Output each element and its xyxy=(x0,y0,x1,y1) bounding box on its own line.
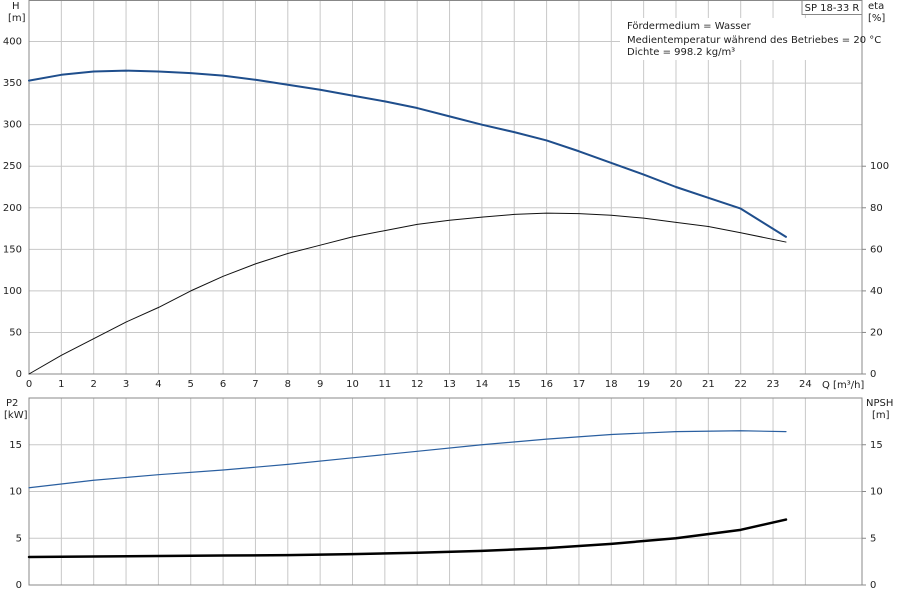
y-label: H xyxy=(12,1,20,12)
y-tick-label: 0 xyxy=(16,369,22,380)
model-title: SP 18-33 R xyxy=(805,3,860,14)
y-tick-label: 10 xyxy=(9,487,22,498)
y2-tick-label: 5 xyxy=(870,533,876,544)
x-tick-label: 3 xyxy=(123,379,129,390)
y-tick-label: 150 xyxy=(3,244,22,255)
y2-tick-label: 60 xyxy=(870,244,883,255)
y2-tick-label: 80 xyxy=(870,203,883,214)
x-tick-label: 9 xyxy=(317,379,323,390)
y2-tick-label: 10 xyxy=(870,487,883,498)
x-tick-label: 19 xyxy=(637,379,650,390)
y-tick-label: 100 xyxy=(3,286,22,297)
x-tick-label: 0 xyxy=(26,379,32,390)
y2-tick-label: 100 xyxy=(870,161,889,172)
top-plot-frame xyxy=(28,0,863,375)
x-tick-label: 10 xyxy=(346,379,359,390)
y-tick-label: 50 xyxy=(9,327,22,338)
x-tick-label: 22 xyxy=(734,379,747,390)
x-tick-label: 6 xyxy=(220,379,226,390)
x-tick-label: 24 xyxy=(799,379,812,390)
note: Dichte = 998.2 kg/m³ xyxy=(627,47,735,58)
y-label: P2 xyxy=(6,398,18,409)
x-tick-label: 14 xyxy=(476,379,489,390)
x-tick-label: 1 xyxy=(58,379,64,390)
y-tick-label: 250 xyxy=(3,161,22,172)
y-tick-label: 350 xyxy=(3,78,22,89)
x-tick-label: 4 xyxy=(155,379,161,390)
x-tick-label: 20 xyxy=(670,379,683,390)
x-tick-label: 23 xyxy=(767,379,780,390)
y2-tick-label: 0 xyxy=(870,580,876,591)
y2-unit: [m] xyxy=(872,410,890,421)
y-tick-label: 300 xyxy=(3,120,22,131)
y-tick-label: 5 xyxy=(16,533,22,544)
x-tick-label: 18 xyxy=(605,379,618,390)
y-tick-label: 15 xyxy=(9,440,22,451)
y2-tick-label: 15 xyxy=(870,440,883,451)
curve-npsh xyxy=(27,518,788,559)
note: Fördermedium = Wasser xyxy=(627,21,752,32)
curve-eta xyxy=(28,212,787,375)
y2-unit: [%] xyxy=(868,13,885,24)
y2-label: NPSH xyxy=(866,398,893,409)
curve-h xyxy=(28,69,787,238)
x-tick-label: 8 xyxy=(285,379,291,390)
y2-tick-label: 0 xyxy=(870,369,876,380)
model-box xyxy=(801,0,863,15)
x-tick-label: 7 xyxy=(252,379,258,390)
y-tick-label: 200 xyxy=(3,203,22,214)
x-tick-label: 11 xyxy=(378,379,391,390)
y-unit: [kW] xyxy=(4,410,28,421)
x-tick-label: 16 xyxy=(540,379,553,390)
x-tick-label: 12 xyxy=(411,379,424,390)
y-tick-label: 400 xyxy=(3,37,22,48)
note: Medientemperatur während des Betriebes =… xyxy=(627,35,881,46)
notes-bg xyxy=(620,18,860,60)
x-label: Q [m³/h] xyxy=(822,380,864,391)
y-tick-label: 0 xyxy=(16,580,22,591)
y2-label: eta xyxy=(868,1,884,12)
x-tick-label: 21 xyxy=(702,379,715,390)
y-unit: [m] xyxy=(8,13,26,24)
curve-p2 xyxy=(28,430,787,489)
y2-tick-label: 40 xyxy=(870,286,883,297)
x-tick-label: 5 xyxy=(188,379,194,390)
x-tick-label: 2 xyxy=(91,379,97,390)
y2-tick-label: 20 xyxy=(870,327,883,338)
x-tick-label: 15 xyxy=(508,379,521,390)
x-tick-label: 17 xyxy=(573,379,586,390)
x-tick-label: 13 xyxy=(443,379,456,390)
